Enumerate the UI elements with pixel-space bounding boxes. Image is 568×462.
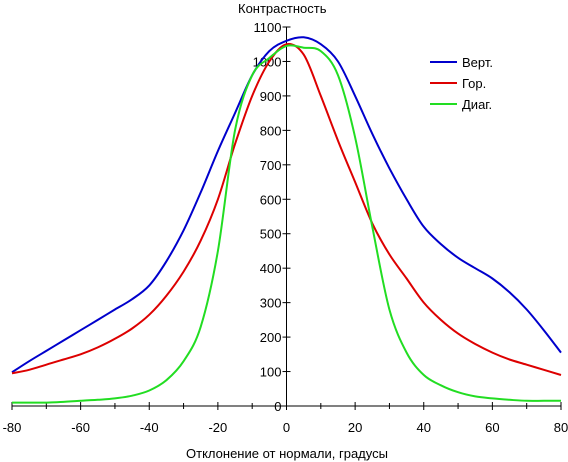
x-tick-label: 0: [283, 420, 290, 435]
y-tick-label: 900: [260, 89, 282, 104]
legend-label-1: Гор.: [462, 76, 486, 91]
y-axis: 010020030040050060070080090010001100: [253, 20, 291, 414]
x-axis-title: Отклонение от нормали, градусы: [186, 446, 388, 461]
y-tick-label: 400: [260, 261, 282, 276]
legend-label-0: Верт.: [462, 55, 493, 70]
y-tick-label: 500: [260, 227, 282, 242]
x-tick-label: -40: [140, 420, 159, 435]
y-tick-label: 200: [260, 330, 282, 345]
x-tick-label: 60: [485, 420, 499, 435]
x-axis: -80 -60 -40 -20 0 20 40 60 80: [3, 402, 568, 435]
series-line-1: [11, 42, 562, 376]
y-tick-label: 100: [260, 365, 282, 380]
x-tick-label: -80: [3, 420, 22, 435]
legend: Верт. Гор. Диаг.: [430, 55, 493, 112]
x-tick-label: -20: [208, 420, 227, 435]
y-tick-label: 600: [260, 192, 282, 207]
y-tick-label: 700: [260, 158, 282, 173]
x-tick-label: -60: [71, 420, 90, 435]
legend-label-2: Диаг.: [462, 97, 492, 112]
series-line-2: [12, 44, 561, 404]
x-tick-label: 80: [554, 420, 568, 435]
y-axis-title: Контрастность: [238, 1, 327, 16]
x-tick-label: 40: [417, 420, 431, 435]
series-lines: [11, 36, 562, 404]
series-line-0: [11, 36, 562, 374]
y-tick-label: 1100: [254, 20, 282, 35]
y-tick-label: 300: [260, 296, 282, 311]
y-tick-label: 800: [260, 123, 282, 138]
x-tick-label: 20: [348, 420, 362, 435]
